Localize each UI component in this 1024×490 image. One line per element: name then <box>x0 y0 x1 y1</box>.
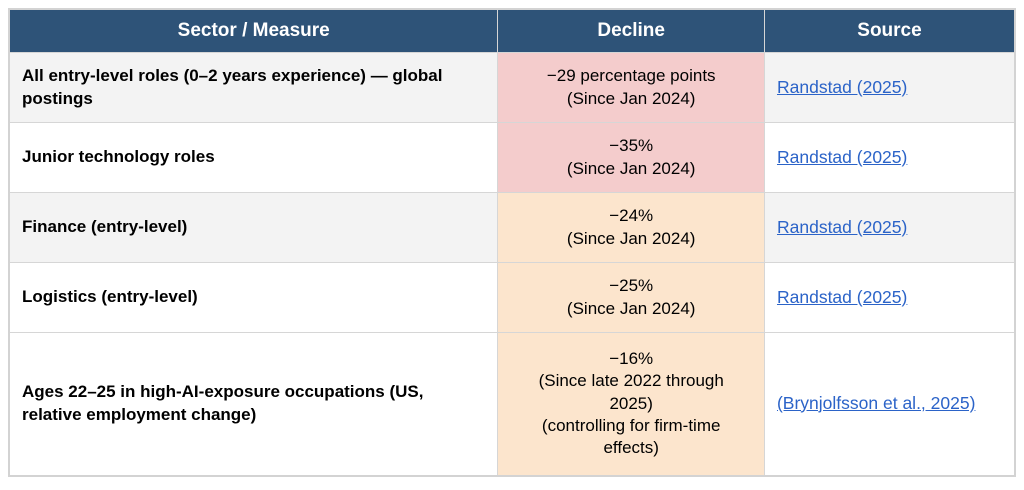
decline-text: −25% (Since Jan 2024) <box>517 275 745 320</box>
decline-cell: −29 percentage points (Since Jan 2024) <box>497 52 765 123</box>
table-row-finance: Finance (entry-level) −24% (Since Jan 20… <box>8 192 1016 263</box>
decline-cell: −25% (Since Jan 2024) <box>497 262 765 333</box>
col-header-sector-measure: Sector / Measure <box>8 8 499 53</box>
col-header-decline: Decline <box>497 8 765 53</box>
decline-period: (Since Jan 2024) <box>566 158 696 178</box>
decline-text: −35% (Since Jan 2024) <box>517 135 745 180</box>
decline-text: −29 percentage points (Since Jan 2024) <box>517 65 745 110</box>
sector-cell: Ages 22–25 in high-AI-exposure occupatio… <box>8 332 499 476</box>
header-row: Sector / Measure Decline Source <box>8 8 1016 53</box>
sector-cell: Junior technology roles <box>8 122 499 193</box>
decline-period: (Since Jan 2024) <box>566 228 696 248</box>
source-link[interactable]: Randstad (2025) <box>776 286 908 307</box>
decline-value: −24% <box>609 206 654 226</box>
decline-period: (Since Jan 2024) <box>566 298 696 318</box>
source-cell: (Brynjolfsson et al., 2025) <box>763 332 1016 476</box>
decline-cell: −24% (Since Jan 2024) <box>497 192 765 263</box>
source-cell: Randstad (2025) <box>763 122 1016 193</box>
table-body: All entry-level roles (0–2 years experie… <box>8 52 1016 476</box>
table-row-ages-22-25-ai-exposure: Ages 22–25 in high-AI-exposure occupatio… <box>8 332 1016 476</box>
sector-cell: Logistics (entry-level) <box>8 262 499 333</box>
source-cell: Randstad (2025) <box>763 262 1016 333</box>
decline-text: −16% (Since late 2022 through 2025) (con… <box>517 348 745 460</box>
decline-value: −35% <box>609 136 654 156</box>
decline-cell: −35% (Since Jan 2024) <box>497 122 765 193</box>
table-container: Sector / Measure Decline Source All entr… <box>8 8 1016 477</box>
source-cell: Randstad (2025) <box>763 192 1016 263</box>
col-header-source: Source <box>763 8 1016 53</box>
decline-table: Sector / Measure Decline Source All entr… <box>8 8 1016 477</box>
table-row-entry-level-global: All entry-level roles (0–2 years experie… <box>8 52 1016 123</box>
decline-period: (Since late 2022 through 2025) <box>538 371 724 413</box>
sector-cell: Finance (entry-level) <box>8 192 499 263</box>
source-link[interactable]: (Brynjolfsson et al., 2025) <box>776 392 976 413</box>
source-link[interactable]: Randstad (2025) <box>776 216 908 237</box>
source-cell: Randstad (2025) <box>763 52 1016 123</box>
source-link[interactable]: Randstad (2025) <box>776 76 908 97</box>
decline-note: (controlling for firm-time effects) <box>541 415 721 458</box>
table-header: Sector / Measure Decline Source <box>8 8 1016 53</box>
decline-period: (Since Jan 2024) <box>566 88 696 108</box>
table-row-junior-technology: Junior technology roles −35% (Since Jan … <box>8 122 1016 193</box>
table-row-logistics: Logistics (entry-level) −25% (Since Jan … <box>8 262 1016 333</box>
sector-cell: All entry-level roles (0–2 years experie… <box>8 52 499 123</box>
decline-value: −29 percentage points <box>546 66 716 86</box>
decline-value: −16% <box>609 348 654 368</box>
source-link[interactable]: Randstad (2025) <box>776 146 908 167</box>
decline-text: −24% (Since Jan 2024) <box>517 205 745 250</box>
decline-cell: −16% (Since late 2022 through 2025) (con… <box>497 332 765 476</box>
decline-value: −25% <box>609 276 654 296</box>
